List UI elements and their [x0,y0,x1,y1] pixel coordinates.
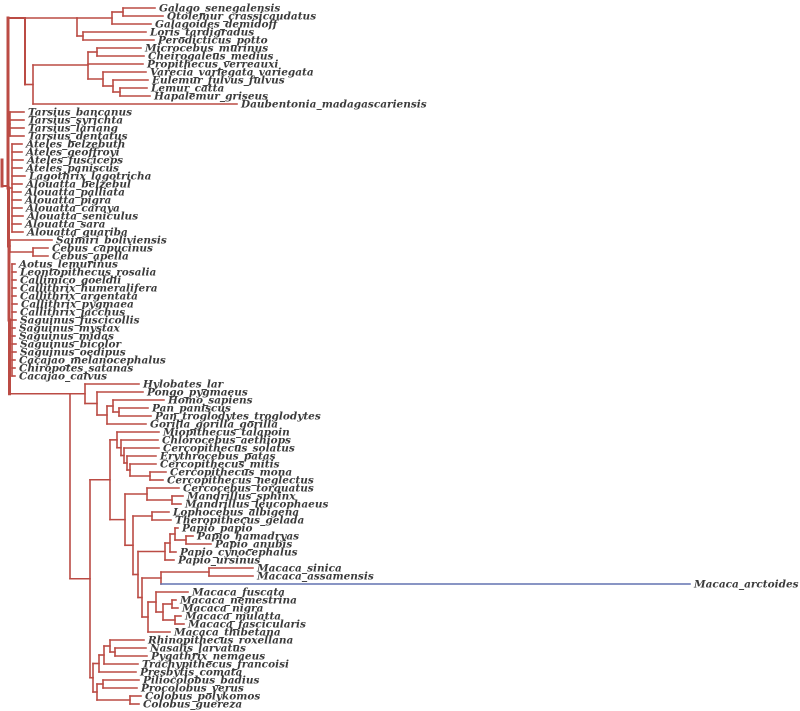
tip-label: Loris_tardigradus [149,27,254,40]
tip-label: Macaca_mulatta [184,611,281,624]
tip-label: Cercopithecus_solatus [163,443,295,456]
tip-label: Pygathrix_nemaeus [150,651,265,664]
tip-label: Otolemur_crassicaudatus [167,11,316,24]
tip-label: Papio_cynocephalus [179,547,298,560]
tip-label: Ateles_belzebuth [25,139,125,152]
tip-label: Alouatta_caraya [25,203,120,216]
tip-label: Macaca_thibetana [173,627,281,640]
tip-label: Cacajao_calvus [19,371,107,384]
tip-label: Pan_troglodytes_troglodytes [154,411,321,424]
tip-label: Macaca_fuscata [191,587,285,600]
tip-label: Tarsius_lariang [28,123,118,136]
tip-label: Saguinus_mystax [19,323,121,336]
tip-label: Papio_anubis [214,539,292,552]
tip-label: Lemur_catta [150,83,224,96]
tip-label: Callithrix_humeralifera [20,283,158,296]
tip-label: Ateles_fusciceps [26,155,123,168]
tip-label: Papio_hamadryas [196,531,299,544]
tip-label: Macaca_arctoides [693,579,799,592]
tip-label: Miopithecus_talapoin [162,427,290,440]
tip-label: Macaca_nemestrina [179,595,297,608]
tip-label: Cebus_capucinus [52,243,153,256]
tip-label: Macaca_nigra [181,603,264,616]
tip-label: Pan_paniscus [151,403,231,416]
tip-label: Saimiri_boliviensis [56,235,167,248]
tip-label: Macaca_fascicularis [187,619,306,632]
tip-label: Tarsius_dentatus [28,131,128,144]
tip-label: Theropithecus_gelada [175,515,305,528]
tip-label: Callithrix_argentata [20,291,138,304]
tip-label: Alouatta_seniculus [26,211,138,224]
tip-label: Mandrillus_leucophaeus [184,499,328,512]
tip-label: Presbytis_comata [139,667,243,680]
tip-label: Macaca_assamensis [256,571,374,584]
tip-label: Saguinus_bicolor [20,339,122,352]
tip-label: Cercopithecus_neglectus [167,475,314,488]
tip-label: Ateles_geoffroyi [25,147,120,160]
tip-label: Perodicticus_potto [157,35,268,48]
tip-label: Chiropotes_satanas [19,363,133,376]
tip-label: Hapalemur_griseus [153,91,268,104]
tip-label: Alouatta_pigra [24,195,112,208]
tip-label: Cercocebus_torquatus [183,483,314,496]
tip-label: Aotus_lemurinus [18,259,118,272]
tip-label: Mandrillus_sphinx [186,491,296,504]
tip-label: Nasalis_larvatus [149,643,246,656]
tip-label: Saguinus_oedipus [20,347,126,360]
tip-label: Daubentonia_madagascariensis [240,99,427,112]
tip-label: Callimico_goeldii [20,275,121,288]
tip-label: Galago_senegalensis [159,3,280,16]
tip-label: Piliocolobus_badius [142,675,260,688]
tip-label: Propithecus_verreauxi [146,59,278,72]
tip-label: Procolobus_verus [140,683,244,696]
tip-label: Alouatta_belzebul [25,179,131,192]
tip-label: Alouatta_sara [24,219,106,232]
tip-label: Cebus_apella [52,251,129,264]
tip-label: Tarsius_bancanus [28,107,132,120]
tip-label: Cercopithecus_mitis [160,459,280,472]
tip-label: Pongo_pygmaeus [146,387,248,400]
tip-label: Galagoides_demidoff [155,19,280,32]
tip-label: Trachypithecus_francoisi [142,659,289,672]
tip-label: Varecia_variegata_variegata [150,67,314,80]
tip-label: Lophocebus_albigena [172,507,299,520]
tip-label: Microcebus_murinus [144,43,268,56]
tip-label: Rhinopithecus_roxellana [147,635,294,648]
tip-label: Lagothrix_lagotricha [28,171,152,184]
tip-label: Callithrix_jacchus [20,307,125,320]
tip-label: Ateles_paniscus [25,163,119,176]
tip-label: Papio_papio [181,523,252,536]
tip-label: Saguinus_fuscicollis [20,315,140,328]
tip-label: Colobus_guereza [143,699,242,711]
tip-label: Alouatta_palliata [24,187,125,200]
tip-label: Alouatta_guariba [26,227,128,240]
tip-label: Homo_sapiens [167,395,253,408]
tip-label: Macaca_sinica [256,563,342,576]
tip-label: Callithrix_pygmaea [21,299,134,312]
tip-label: Papio_ursinus [177,555,260,568]
tip-label: Tarsius_syrichta [28,115,123,128]
tip-label: Cacajao_melanocephalus [19,355,166,368]
tip-label: Hylobates_lar [142,379,225,392]
tip-label: Colobus_polykomos [145,691,260,704]
tip-label: Chlorocebus_aethiops [162,435,291,448]
tip-label: Erythrocebus_patas [159,451,276,464]
tip-label: Cheirogaleus_medius [148,51,274,64]
tip-label: Cercopithecus_mona [170,467,292,480]
tip-label: Gorilla_gorilla_gorilla [150,419,278,432]
tip-label: Eulemur_fulvus_fulvus [151,75,285,88]
tip-label: Leontopithecus_rosalia [19,267,156,280]
tip-label: Saguinus_midas [19,331,114,344]
